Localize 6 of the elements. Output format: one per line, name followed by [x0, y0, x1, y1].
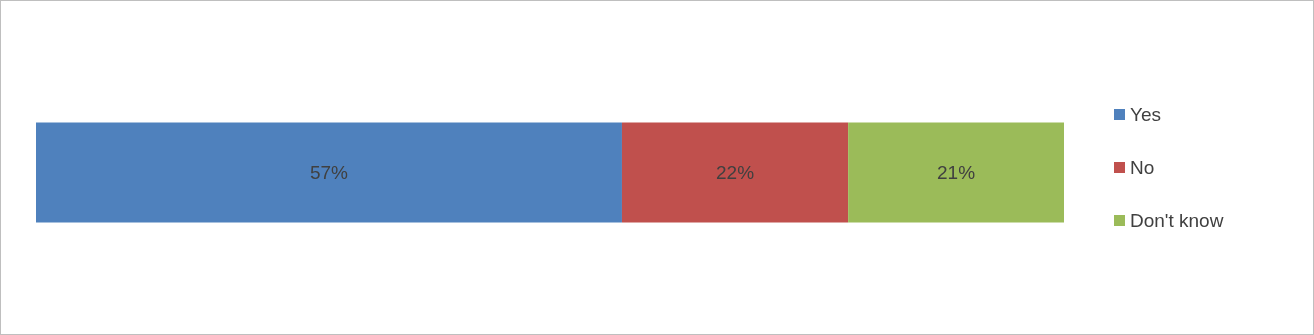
- data-label: 21%: [937, 162, 976, 183]
- data-label: 57%: [309, 162, 349, 183]
- legend-label: No: [1130, 157, 1155, 178]
- legend-label: Don't know: [1130, 210, 1224, 231]
- data-label: 22%: [716, 162, 755, 183]
- legend-label: Yes: [1130, 104, 1161, 125]
